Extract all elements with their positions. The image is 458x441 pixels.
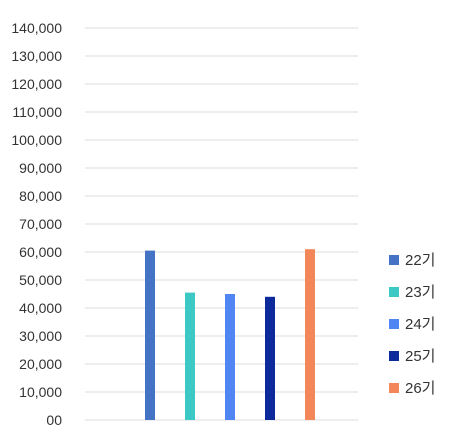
gridlines xyxy=(85,27,358,421)
y-tick-label: 20,000 xyxy=(19,356,62,372)
y-tick-label: 90,000 xyxy=(19,160,62,176)
y-tick-label: 60,000 xyxy=(19,244,62,260)
bar-5 xyxy=(305,249,315,420)
legend: 22기 23기 24기 25기 26기 xyxy=(389,252,436,397)
y-tick-label: 120,000 xyxy=(11,76,62,92)
legend-swatch xyxy=(389,287,399,297)
y-tick-label: 50,000 xyxy=(19,272,62,288)
legend-label: 24기 xyxy=(405,316,436,333)
y-tick-label: 30,000 xyxy=(19,328,62,344)
legend-swatch xyxy=(389,383,399,393)
y-tick-label: 80,000 xyxy=(19,188,62,204)
bar-2 xyxy=(185,292,195,420)
legend-swatch xyxy=(389,255,399,265)
legend-label: 22기 xyxy=(405,252,436,269)
y-tick-label: 10,000 xyxy=(19,384,62,400)
legend-label: 25기 xyxy=(405,348,436,365)
y-tick-label: 140,000 xyxy=(11,20,62,36)
bar-4 xyxy=(265,296,275,420)
y-tick-label: 130,000 xyxy=(11,48,62,64)
y-tick-label: 70,000 xyxy=(19,216,62,232)
legend-label: 23기 xyxy=(405,284,436,301)
y-axis-ticks: 00 10,000 20,000 30,000 40,000 50,000 60,000 70… xyxy=(11,20,62,428)
y-tick-label: 40,000 xyxy=(19,300,62,316)
bars xyxy=(145,249,315,420)
legend-label: 26기 xyxy=(405,380,436,397)
legend-swatch xyxy=(389,351,399,361)
legend-swatch xyxy=(389,319,399,329)
bar-3 xyxy=(225,294,235,420)
y-tick-label: 100,000 xyxy=(11,132,62,148)
y-tick-label: 110,000 xyxy=(12,104,62,120)
y-tick-label: 00 xyxy=(46,412,62,428)
bar-1 xyxy=(145,250,155,420)
